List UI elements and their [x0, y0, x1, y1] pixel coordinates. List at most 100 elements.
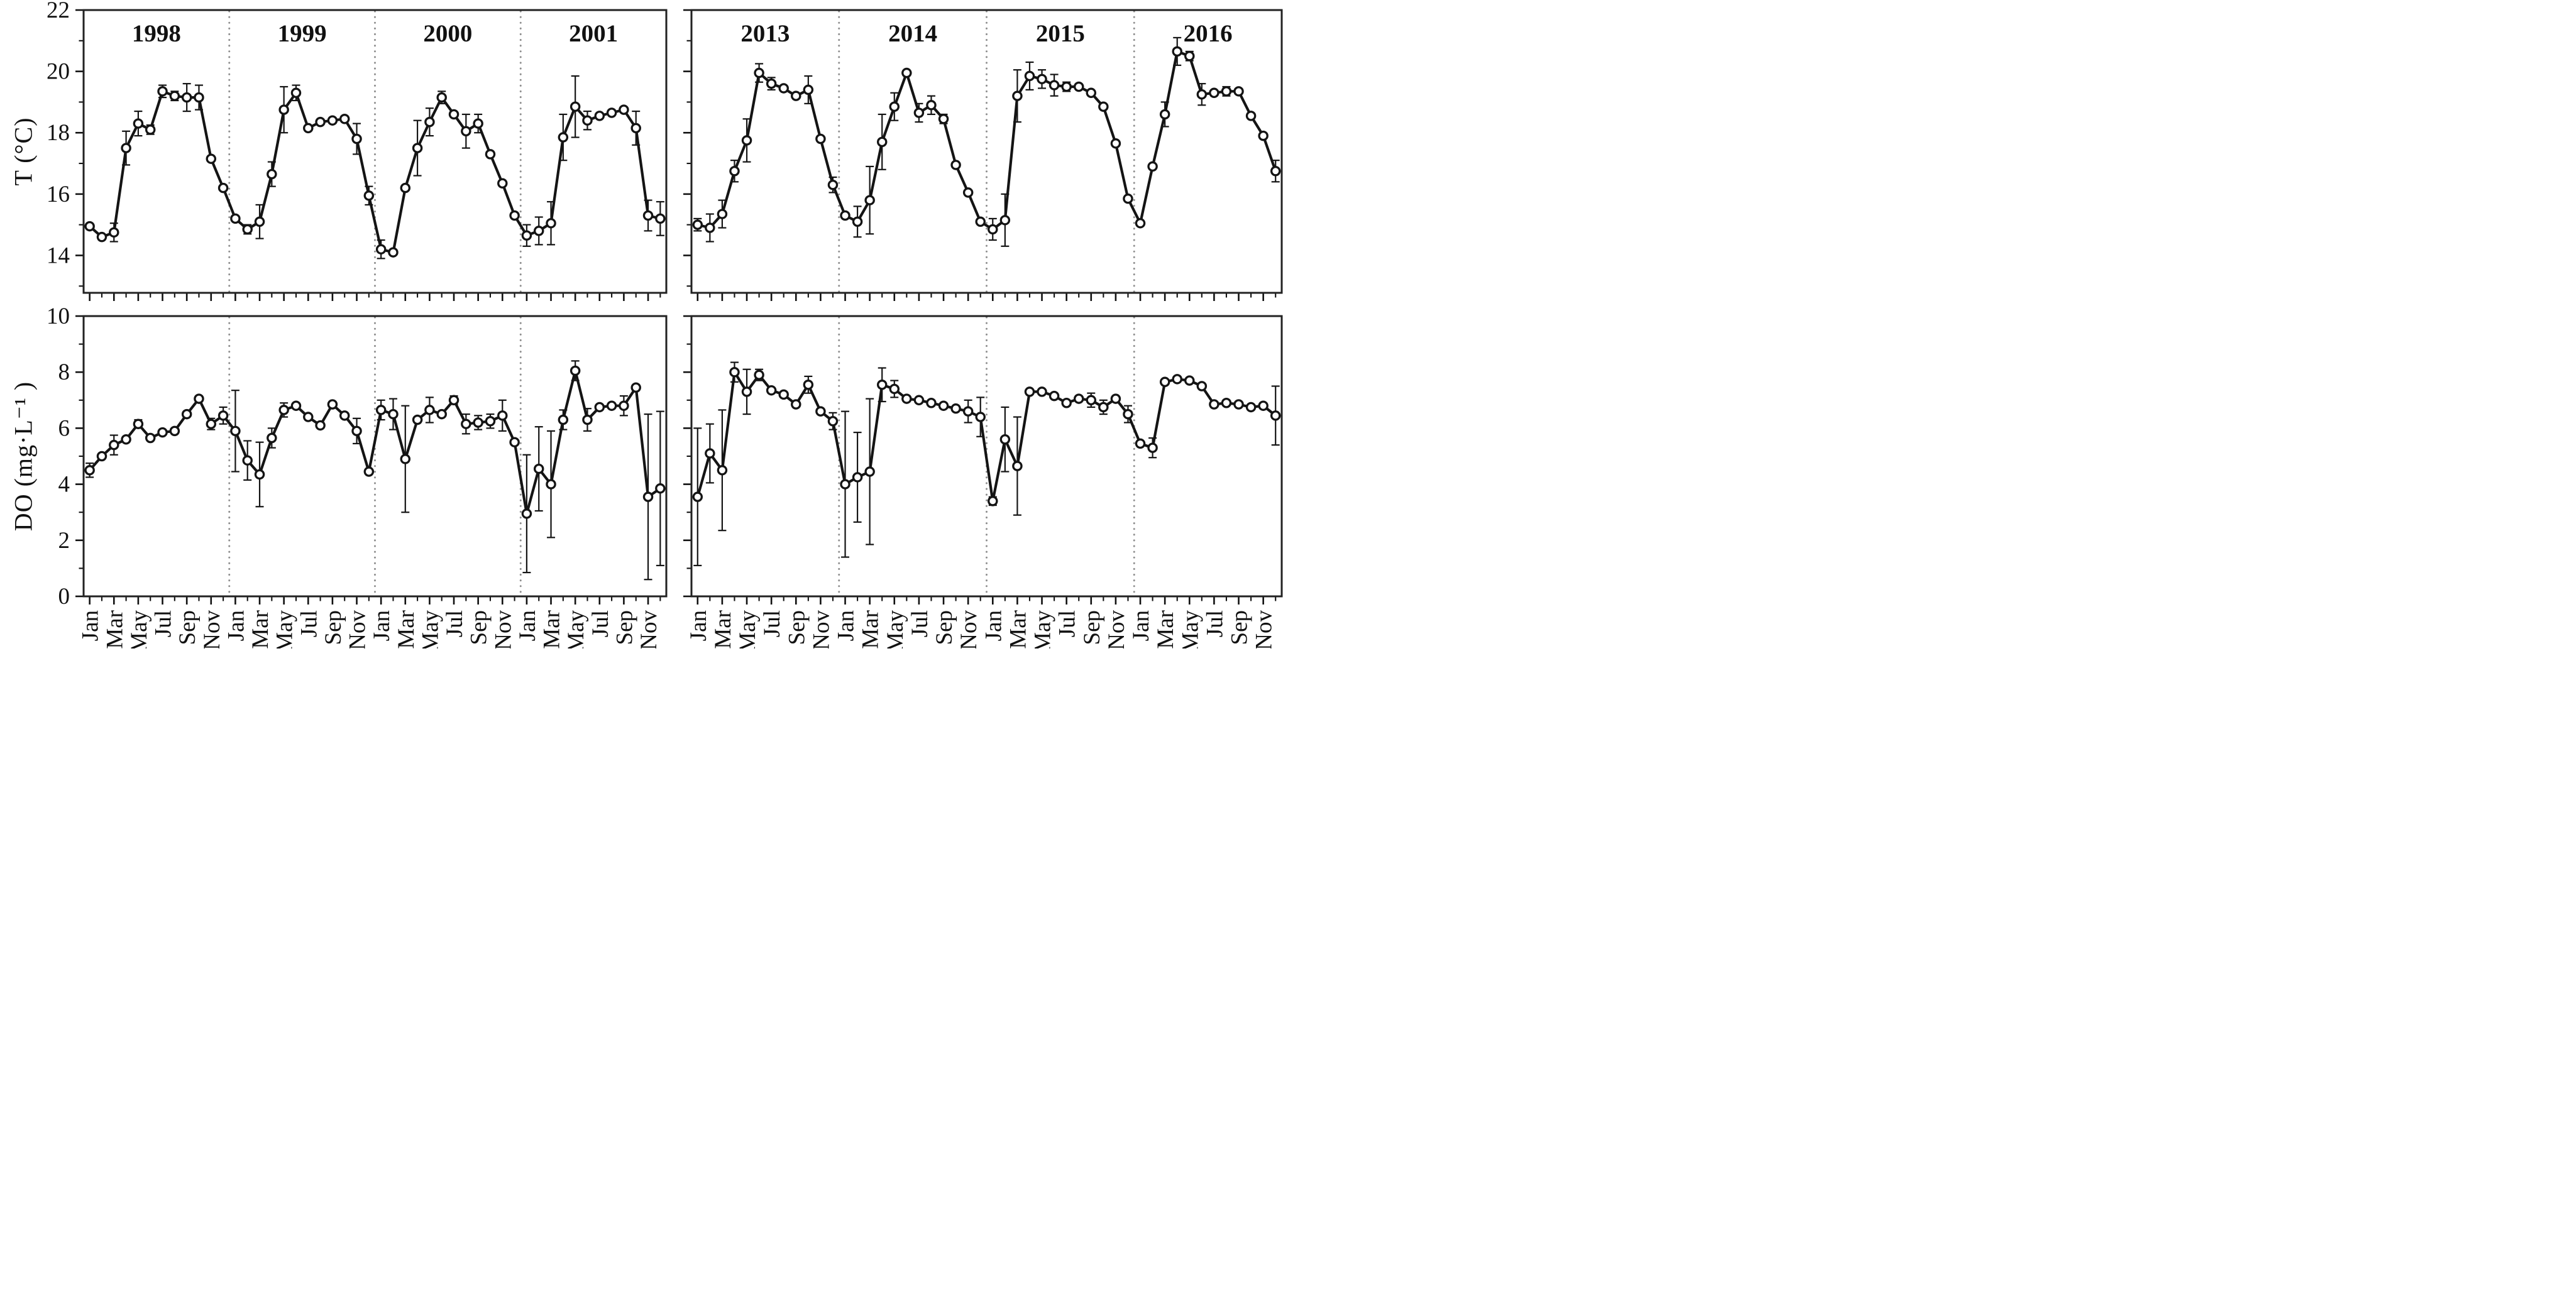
data-point-marker [642, 210, 654, 221]
month-label: Nov [345, 610, 371, 648]
data-point-marker [303, 412, 314, 422]
month-label: Nov [490, 610, 516, 648]
month-label: Jan [515, 610, 541, 641]
month-label: Jul [151, 610, 177, 637]
y-tick-label: 8 [58, 359, 70, 385]
month-label: Jan [834, 610, 859, 641]
month-label: Jul [1055, 610, 1081, 637]
data-point-marker [363, 466, 375, 477]
data-point-marker [558, 414, 569, 425]
data-point-marker [791, 399, 801, 410]
data-point-marker [206, 419, 217, 429]
data-points [692, 366, 1281, 506]
month-label: May [1177, 610, 1203, 648]
data-point-marker [315, 116, 326, 128]
data-point-marker [84, 465, 95, 476]
data-points [84, 86, 666, 258]
data-point-marker [1172, 374, 1182, 385]
y-tick-label: 2 [58, 528, 70, 554]
temperature-left-panel-chart: 1998 1999 2000 2001 14 16 18 20 22 [47, 0, 668, 301]
data-point-marker [1061, 398, 1072, 408]
data-point-marker [619, 400, 629, 411]
data-point-marker [827, 416, 839, 427]
data-point-marker [497, 410, 508, 421]
data-point-marker [975, 216, 986, 227]
data-point-marker [521, 230, 532, 241]
data-point-marker [741, 386, 752, 397]
data-point-marker [412, 143, 423, 153]
data-point-marker [1073, 81, 1084, 92]
month-label: Nov [636, 610, 662, 648]
data-point-marker [950, 403, 961, 414]
month-label: May [735, 610, 761, 648]
data-point-marker [582, 115, 593, 126]
data-point-marker [1258, 130, 1269, 141]
data-point-marker [485, 149, 496, 160]
data-point-marker [999, 215, 1011, 226]
y-tick-label: 18 [47, 120, 70, 146]
data-point-marker [424, 116, 435, 128]
data-point-marker [803, 380, 814, 390]
data-point-marker [351, 133, 362, 145]
data-point-marker [133, 419, 144, 429]
data-point-marker [570, 365, 581, 376]
month-label: Jul [907, 610, 933, 637]
data-point-marker [630, 123, 641, 134]
y-tick-label: 20 [47, 59, 70, 85]
data-point-marker [876, 380, 888, 390]
y-tick-label: 4 [58, 472, 70, 498]
data-point-marker [84, 221, 95, 232]
data-points [692, 46, 1281, 235]
month-label: Sep [612, 610, 637, 645]
month-label: Jan [369, 610, 395, 641]
data-point-marker [570, 101, 581, 112]
data-point-marker [485, 416, 496, 427]
y-tick-label: 14 [47, 243, 70, 268]
data-point-marker [913, 107, 925, 118]
year-label: 2015 [1036, 20, 1085, 47]
data-point-marker [217, 410, 229, 421]
data-point-marker [473, 417, 483, 428]
data-point-marker [803, 84, 814, 96]
data-point-marker [1049, 390, 1060, 402]
month-label: Sep [466, 610, 492, 645]
year-label: 2001 [569, 20, 618, 47]
temperature-right-panel-chart: 2013 2014 2015 2016 [683, 9, 1283, 301]
month-label: Jan [1128, 610, 1154, 641]
data-point-marker [388, 247, 399, 258]
data-point-marker [705, 222, 715, 233]
data-point-marker [1270, 165, 1281, 177]
data-point-marker [815, 133, 826, 145]
data-point-marker [988, 224, 998, 235]
month-label: Jan [223, 610, 249, 641]
data-point-marker [375, 405, 387, 415]
data-point-marker [606, 400, 617, 411]
dissolved-oxygen-right-panel-chart: JanMarMayJulSepNovJanMarMayJulSepNovJanM… [683, 315, 1283, 648]
month-label: Sep [321, 610, 346, 645]
data-points [84, 365, 666, 519]
month-label: Sep [784, 610, 810, 645]
data-point-marker [96, 451, 107, 462]
data-point-marker [1270, 410, 1281, 421]
data-point-marker [533, 226, 544, 236]
data-point-marker [1147, 161, 1158, 172]
data-point-marker [864, 195, 875, 205]
data-point-marker [145, 124, 156, 135]
data-point-marker [169, 90, 180, 101]
panel-border [690, 315, 1283, 598]
month-label: May [126, 610, 152, 648]
data-point-marker [242, 224, 253, 235]
data-point-marker [1135, 217, 1146, 229]
year-label: 2000 [423, 20, 472, 47]
data-point-marker [169, 425, 180, 437]
data-point-marker [290, 400, 302, 411]
data-point-marker [1184, 50, 1195, 62]
data-point-marker [217, 182, 229, 194]
data-point-marker [436, 408, 447, 420]
data-point-marker [1037, 74, 1047, 85]
data-point-marker [412, 414, 423, 425]
data-point-marker [741, 135, 752, 146]
data-point-marker [950, 160, 961, 170]
month-label: Sep [1227, 610, 1253, 645]
month-label: Mar [539, 610, 565, 648]
